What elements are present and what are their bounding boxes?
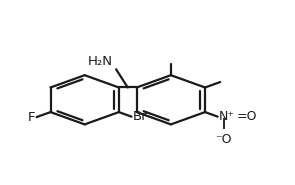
Text: H₂N: H₂N [88,55,113,68]
Text: ⁻O: ⁻O [215,133,232,146]
Text: F: F [28,111,35,124]
Text: Br: Br [133,110,148,123]
Text: =O: =O [237,110,257,123]
Text: N⁺: N⁺ [219,110,235,123]
